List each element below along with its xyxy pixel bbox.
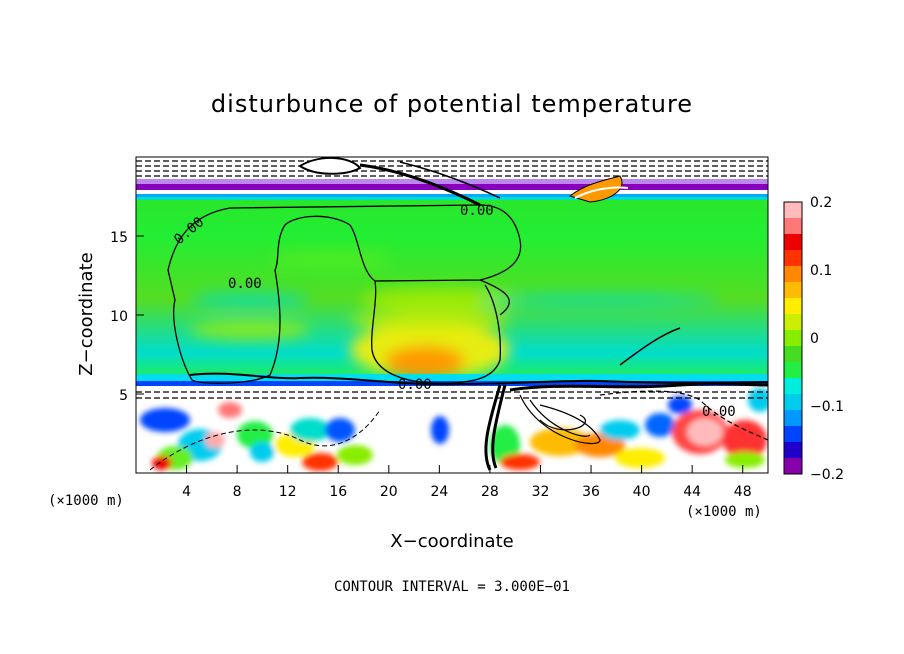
x-tick-label: 16	[329, 484, 347, 500]
colorbar-swatch	[784, 362, 802, 379]
x-tick-label: 48	[734, 484, 752, 500]
x-tick-label: 20	[380, 484, 398, 500]
y-tick-label: 15	[110, 230, 128, 246]
colorbar-swatch	[784, 330, 802, 347]
colorbar-swatch	[784, 410, 802, 427]
x-tick-label: 12	[279, 484, 297, 500]
colorbar-tick-label: 0.1	[810, 263, 832, 279]
colorbar-swatch	[784, 314, 802, 331]
x-tick-label: 28	[481, 484, 499, 500]
colorbar-swatch	[784, 234, 802, 251]
colorbar-swatch	[784, 202, 802, 219]
colorbar-swatch	[784, 378, 802, 395]
colorbar-swatch	[784, 218, 802, 235]
colorbar-swatch	[784, 426, 802, 443]
x-axis-label: X−coordinate	[390, 531, 513, 552]
y-axis-label: Z−coordinate	[76, 252, 97, 375]
x-axis: (×1000 m) (×1000 m) X−coordinate 4 8 12 16 2…	[48, 465, 762, 552]
x-unit-right: (×1000 m)	[686, 504, 762, 520]
colorbar-swatch	[784, 266, 802, 283]
colorbar-swatch	[784, 458, 802, 475]
y-axis: 5 10 15 Z−coordinate	[76, 230, 144, 404]
contour-label: 0.00	[702, 404, 736, 420]
contour-label: 0.00	[460, 203, 494, 219]
contour-interval-label: CONTOUR INTERVAL = 3.000E−01	[334, 579, 570, 595]
colorbar: 0.2 0.1 0 −0.1 −0.2	[783, 195, 844, 483]
x-tick-label: 32	[532, 484, 550, 500]
colorbar-tick-label: 0	[810, 331, 819, 347]
x-tick-label: 40	[633, 484, 651, 500]
contour-label: 0.00	[398, 377, 432, 393]
colorbar-swatch	[784, 298, 802, 315]
plot-area	[136, 157, 768, 473]
colorbar-tick-label: −0.1	[810, 399, 844, 415]
y-tick-label: 10	[110, 309, 128, 325]
x-tick-label: 8	[233, 484, 242, 500]
x-tick-label: 24	[430, 484, 448, 500]
colorbar-tick-label: −0.2	[810, 467, 844, 483]
x-unit-left: (×1000 m)	[48, 493, 124, 509]
colorbar-swatch	[784, 394, 802, 411]
colorbar-tick-label: 0.2	[810, 195, 832, 211]
x-tick-label: 4	[182, 484, 191, 500]
chart-title: disturbunce of potential temperature	[211, 90, 693, 118]
x-tick-label: 36	[582, 484, 600, 500]
x-tick-label: 44	[683, 484, 701, 500]
y-tick-label: 5	[119, 388, 128, 404]
colorbar-swatch	[784, 346, 802, 363]
colorbar-swatch	[784, 282, 802, 299]
contour-label: 0.00	[228, 276, 262, 292]
colorbar-swatch	[784, 442, 802, 459]
colorbar-swatch	[784, 250, 802, 267]
